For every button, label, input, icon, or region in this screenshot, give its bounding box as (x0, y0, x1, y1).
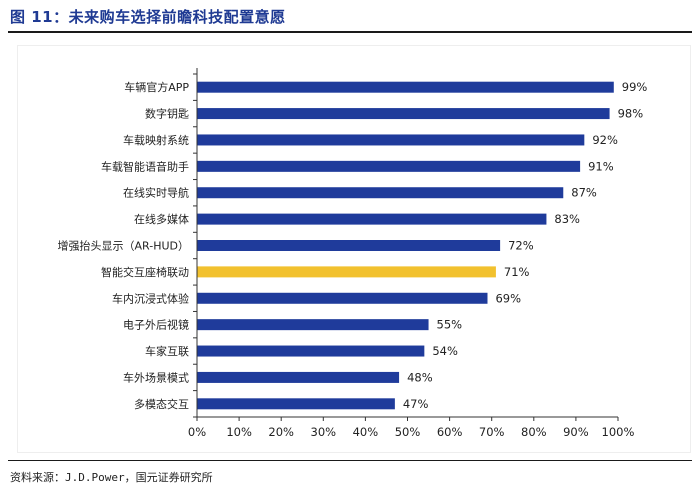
bar-2 (197, 108, 610, 120)
x-tick-label-3: 30% (311, 425, 337, 439)
bar-12 (197, 371, 400, 383)
x-tick-label-8: 80% (521, 425, 547, 439)
data-label-9: 69% (495, 291, 521, 305)
source-note: 资料来源：J.D.Power，国元证券研究所 (10, 471, 213, 484)
x-tick-label-4: 40% (353, 425, 379, 439)
bar-3 (197, 134, 585, 146)
figure-title: 图 11：未来购车选择前瞻科技配置意愿 (10, 8, 286, 26)
source-rule (8, 460, 692, 461)
data-label-3: 92% (592, 133, 618, 147)
bar-7 (197, 240, 501, 251)
data-label-5: 87% (571, 186, 597, 200)
data-label-13: 47% (403, 397, 429, 411)
x-tick-label-7: 70% (479, 425, 505, 439)
bar-10 (197, 319, 429, 331)
x-tick-label-1: 10% (226, 425, 252, 439)
bar-6 (197, 213, 547, 225)
data-label-11: 54% (432, 344, 458, 358)
x-tick-label-6: 60% (437, 425, 463, 439)
bar-8 (197, 266, 496, 278)
category-label-12: 车外场景模式 (123, 370, 189, 384)
x-tick-label-5: 50% (395, 425, 421, 439)
data-label-6: 83% (554, 212, 580, 226)
bar-11 (197, 345, 425, 357)
category-label-6: 在线多媒体 (134, 212, 189, 226)
bar-1 (197, 81, 614, 93)
category-label-11: 车家互联 (145, 344, 189, 358)
data-label-4: 91% (588, 159, 614, 173)
category-label-7: 增强抬头显示（AR-HUD） (58, 239, 189, 253)
title-rule (8, 31, 692, 33)
data-label-10: 55% (437, 318, 463, 332)
category-label-3: 车载映射系统 (123, 133, 189, 147)
bar-4 (197, 160, 581, 172)
category-label-10: 电子外后视镜 (123, 318, 189, 332)
data-label-2: 98% (618, 107, 644, 121)
data-label-8: 71% (504, 265, 530, 279)
x-tick-label-10: 100% (602, 425, 635, 439)
bar-9 (197, 292, 488, 304)
category-label-2: 数字钥匙 (145, 107, 189, 121)
category-label-4: 车载智能语音助手 (101, 159, 189, 173)
category-label-9: 车内沉浸式体验 (112, 291, 189, 305)
category-label-13: 多模态交互 (134, 397, 189, 411)
data-label-1: 99% (622, 80, 648, 94)
x-tick-label-0: 0% (188, 425, 206, 439)
x-tick-label-9: 90% (563, 425, 589, 439)
x-tick-label-2: 20% (268, 425, 294, 439)
data-label-12: 48% (407, 370, 433, 384)
bar-5 (197, 187, 564, 199)
data-label-7: 72% (508, 239, 534, 253)
category-label-8: 智能交互座椅联动 (101, 265, 189, 279)
bar-13 (197, 398, 395, 410)
category-label-5: 在线实时导航 (123, 186, 189, 200)
category-label-1: 车辆官方APP (124, 80, 189, 94)
